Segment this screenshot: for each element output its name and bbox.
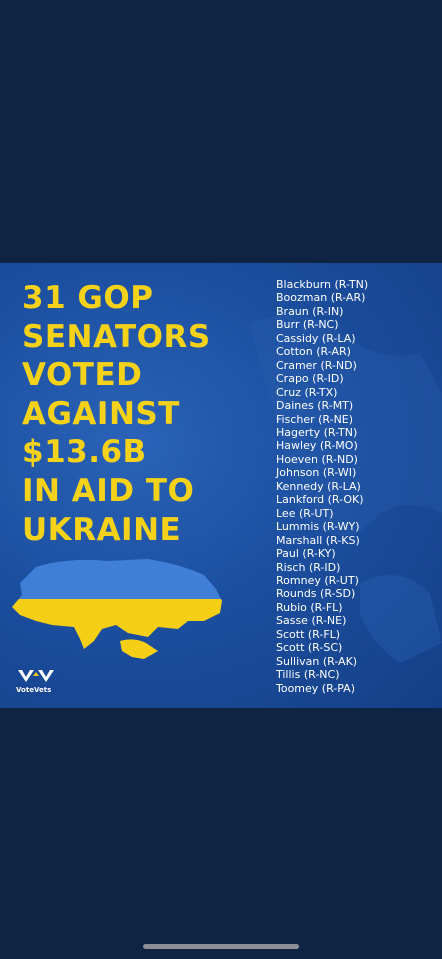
senator-name: Scott (R-SC)	[276, 641, 343, 655]
ukraine-flag-map	[12, 559, 222, 659]
senator-name: Kennedy (R-LA)	[276, 479, 361, 493]
senator-name: Paul (R-KY)	[276, 547, 336, 561]
senator-name: Sullivan (R-AK)	[276, 654, 358, 668]
senator-name: Johnson (R-WI)	[276, 466, 357, 480]
senator-name: Burr (R-NC)	[276, 318, 339, 332]
image-post[interactable]: 31 GOP SENATORS VOTED AGAINST $13.6B IN AID T…	[0, 263, 442, 708]
senator-list: Blackburn (R-TN) Boozman (R-AR) Braun (R-I…	[276, 278, 368, 695]
senator-name: Lee (R-UT)	[276, 506, 334, 520]
headline-line: $13.6B	[22, 434, 147, 471]
senator-name: Hawley (R-MO)	[276, 439, 358, 453]
senator-name: Hagerty (R-TN)	[276, 425, 358, 439]
senator-name: Rubio (R-FL)	[276, 600, 343, 614]
headline-line: SENATORS	[22, 318, 211, 355]
senator-name: Scott (R-FL)	[276, 627, 341, 641]
senator-name: Rounds (R-SD)	[276, 587, 356, 601]
home-indicator[interactable]	[143, 944, 299, 949]
senator-name: Toomey (R-PA)	[276, 681, 356, 695]
senator-name: Cassidy (R-LA)	[276, 331, 356, 345]
headline: 31 GOP SENATORS VOTED AGAINST $13.6B IN AID T…	[22, 279, 211, 549]
headline-line: UKRAINE	[22, 511, 182, 548]
headline-line: IN AID TO	[22, 472, 195, 509]
senator-name: Tillis (R-NC)	[276, 668, 340, 682]
senator-name: Lummis (R-WY)	[276, 520, 360, 534]
senator-name: Cramer (R-ND)	[276, 358, 357, 372]
background-map-texture	[0, 315, 442, 663]
senator-name: Cruz (R-TX)	[276, 385, 338, 399]
senator-name: Braun (R-IN)	[276, 304, 344, 318]
senator-name: Cotton (R-AR)	[276, 345, 351, 359]
senator-name: Blackburn (R-TN)	[276, 278, 369, 291]
senator-name: Lankford (R-OK)	[276, 493, 364, 507]
senator-name: Crapo (R-ID)	[276, 372, 344, 386]
senator-name: Daines (R-MT)	[276, 399, 354, 413]
logo-icon	[18, 670, 54, 682]
senator-name: Boozman (R-AR)	[276, 291, 366, 305]
senator-name: Fischer (R-NE)	[276, 412, 354, 426]
headline-line: VOTED	[22, 357, 143, 394]
logo-text: VoteVets	[16, 686, 52, 694]
headline-line: 31 GOP	[22, 280, 154, 316]
senator-name: Romney (R-UT)	[276, 573, 359, 587]
senator-name: Sasse (R-NE)	[276, 614, 347, 628]
senator-name: Marshall (R-KS)	[276, 533, 360, 547]
senator-name: Hoeven (R-ND)	[276, 452, 358, 466]
senator-name: Risch (R-ID)	[276, 560, 341, 574]
headline-line: AGAINST	[22, 395, 180, 432]
logo[interactable]: VoteVets	[16, 668, 60, 694]
